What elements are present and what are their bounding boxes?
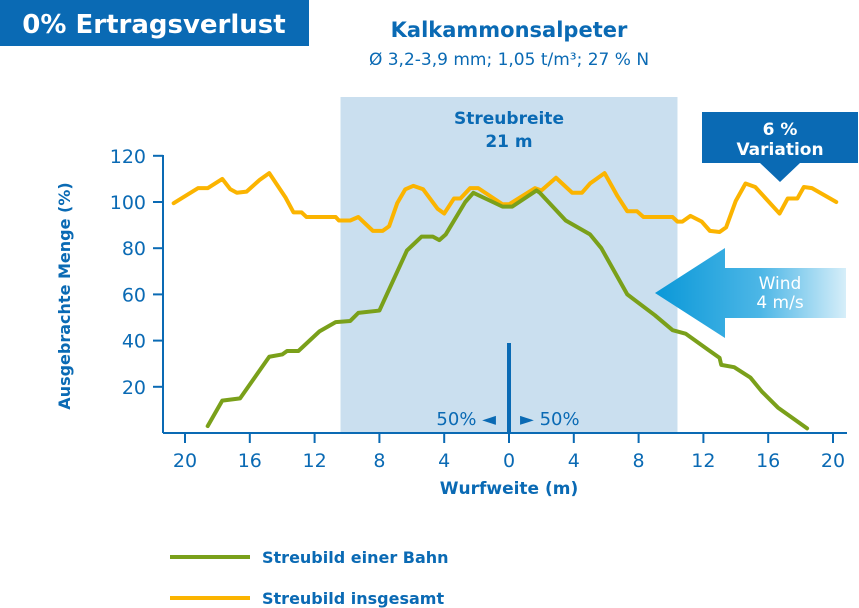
x-tick-label: 8 xyxy=(633,450,645,472)
chart-title: Kalkammonsalpeter xyxy=(391,18,628,42)
x-tick-label: 4 xyxy=(438,450,450,472)
left-share-label: 50% ◄ xyxy=(436,409,496,430)
x-tick-label: 20 xyxy=(821,450,845,472)
y-tick-label: 40 xyxy=(122,331,146,353)
x-axis-label: Wurfweite (m) xyxy=(440,479,579,499)
variation-label: Variation xyxy=(736,140,823,160)
variation-callout: 6 % Variation xyxy=(702,112,858,182)
wind-label: Wind xyxy=(759,274,802,294)
y-axis-label: Ausgebrachte Menge (%) xyxy=(55,182,74,409)
x-tick-label: 0 xyxy=(503,450,515,472)
x-tick-label: 16 xyxy=(238,450,262,472)
badge-text: 0% Ertragsverlust xyxy=(22,10,285,40)
title-badge xyxy=(0,0,309,46)
x-tick-label: 12 xyxy=(691,450,715,472)
legend-label-single: Streubild einer Bahn xyxy=(262,548,449,567)
x-tick-label: 12 xyxy=(303,450,327,472)
x-tick-label: 16 xyxy=(756,450,780,472)
y-tick-label: 60 xyxy=(122,284,146,306)
y-tick-label: 120 xyxy=(110,146,146,168)
legend-label-total: Streubild insgesamt xyxy=(262,589,444,608)
series-line-streubild-insgesamt xyxy=(171,171,839,235)
chart-subtitle: Ø 3,2-3,9 mm; 1,05 t/m³; 27 % N xyxy=(369,50,649,70)
x-tick-label: 20 xyxy=(173,450,197,472)
right-share-label: ► 50% xyxy=(520,409,580,430)
series-line-streubild-einer-bahn xyxy=(205,188,810,431)
band-width-label: 21 m xyxy=(485,132,532,152)
y-tick-label: 80 xyxy=(122,238,146,260)
x-tick-label: 4 xyxy=(568,450,580,472)
wind-speed: 4 m/s xyxy=(756,293,804,313)
wind-arrow: Wind 4 m/s xyxy=(655,248,846,338)
x-tick-label: 8 xyxy=(373,450,385,472)
band-label: Streubreite xyxy=(454,109,564,129)
y-tick-label: 100 xyxy=(110,192,146,214)
y-tick-label: 20 xyxy=(122,377,146,399)
legend: Streubild einer Bahn Streubild insgesamt xyxy=(170,548,449,608)
variation-value: 6 % xyxy=(763,120,798,140)
